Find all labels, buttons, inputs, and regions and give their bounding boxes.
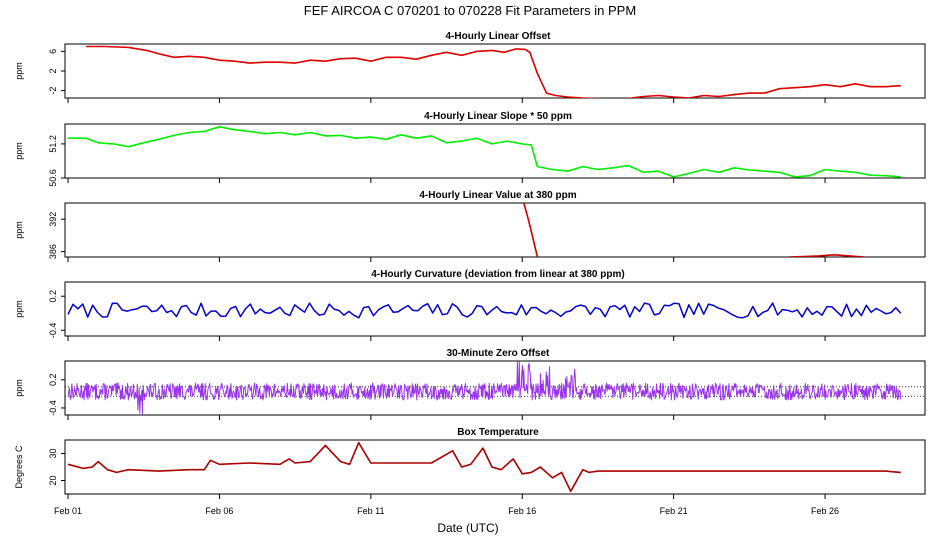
plot-area (86, 45, 901, 98)
plot-frame (64, 43, 926, 99)
panel-linear-slope: 4-Hourly Linear Slope * 50 ppm ppm 51.2 5… (14, 111, 926, 187)
y-tick-label: 51.2 (48, 135, 58, 153)
panel-linear-offset: 4-Hourly Linear Offset ppm 6 2 -2 (14, 31, 926, 103)
series-line (67, 302, 902, 319)
panel-title: 4-Hourly Linear Slope * 50 ppm (424, 111, 572, 122)
y-tick-label: 30 (48, 448, 58, 458)
y-tick-label: -0.4 (48, 323, 58, 339)
y-axis-label: ppm (14, 300, 24, 318)
x-tick-label: Feb 16 (508, 506, 536, 516)
y-axis-label: ppm (14, 62, 24, 80)
y-tick-label: 392 (48, 212, 58, 227)
y-tick-label: 20 (48, 475, 58, 485)
x-tick-label: Feb 06 (205, 506, 233, 516)
series-line (68, 125, 901, 178)
y-tick-label: 0.2 (48, 374, 58, 387)
x-axis-label: Date (UTC) (437, 521, 498, 535)
plot-frame (64, 360, 926, 416)
plot-area (67, 441, 901, 493)
plot-frame (64, 202, 926, 258)
series-line (67, 441, 901, 493)
y-tick-label: 50.6 (48, 169, 58, 187)
x-tick-label: Feb 01 (54, 506, 82, 516)
y-tick-label: 386 (48, 244, 58, 259)
panel-zero-offset: 30-Minute Zero Offset ppm 0.2 -0.4 (14, 348, 926, 420)
panel-title: 30-Minute Zero Offset (447, 348, 550, 359)
y-tick-label: -2 (48, 87, 58, 95)
panel-title: Box Temperature (457, 427, 539, 438)
x-tick-label: Feb 11 (357, 506, 384, 516)
series-line (86, 45, 901, 98)
y-tick-label: 0.2 (48, 290, 58, 303)
y-axis-label: ppm (14, 221, 24, 239)
plot-frame (64, 439, 926, 495)
plot-area (65, 361, 925, 415)
panel-title: 4-Hourly Linear Offset (445, 31, 551, 42)
y-tick-label: 6 (48, 49, 58, 54)
y-tick-label: 2 (48, 68, 58, 73)
plot-area (241, 201, 865, 257)
y-axis-label: ppm (14, 142, 24, 160)
panel-curvature: 4-Hourly Curvature (deviation from linea… (14, 269, 926, 341)
y-axis-label: ppm (14, 379, 24, 397)
plot-frame (64, 281, 926, 337)
figure-title: FEF AIRCOA C 070201 to 070228 Fit Parame… (304, 3, 636, 18)
series-segment (241, 201, 290, 202)
series-segment (788, 253, 865, 257)
panel-title: 4-Hourly Linear Value at 380 ppm (419, 190, 576, 201)
series-line (67, 361, 902, 415)
panel-box-temp: Box Temperature Degrees C 30 20 Feb 01 Feb … (14, 427, 926, 516)
plot-frame (64, 123, 926, 179)
plot-area (67, 302, 902, 319)
x-tick-label: Feb 26 (811, 506, 839, 516)
x-tick-label: Feb 21 (660, 506, 688, 516)
y-axis-label: Degrees C (14, 445, 24, 489)
plot-area (68, 125, 901, 178)
panel-linear-value: 4-Hourly Linear Value at 380 ppm ppm 392… (14, 190, 926, 262)
y-tick-label: -0.4 (48, 400, 58, 416)
panel-title: 4-Hourly Curvature (deviation from linea… (371, 269, 624, 280)
series-line (523, 203, 539, 257)
